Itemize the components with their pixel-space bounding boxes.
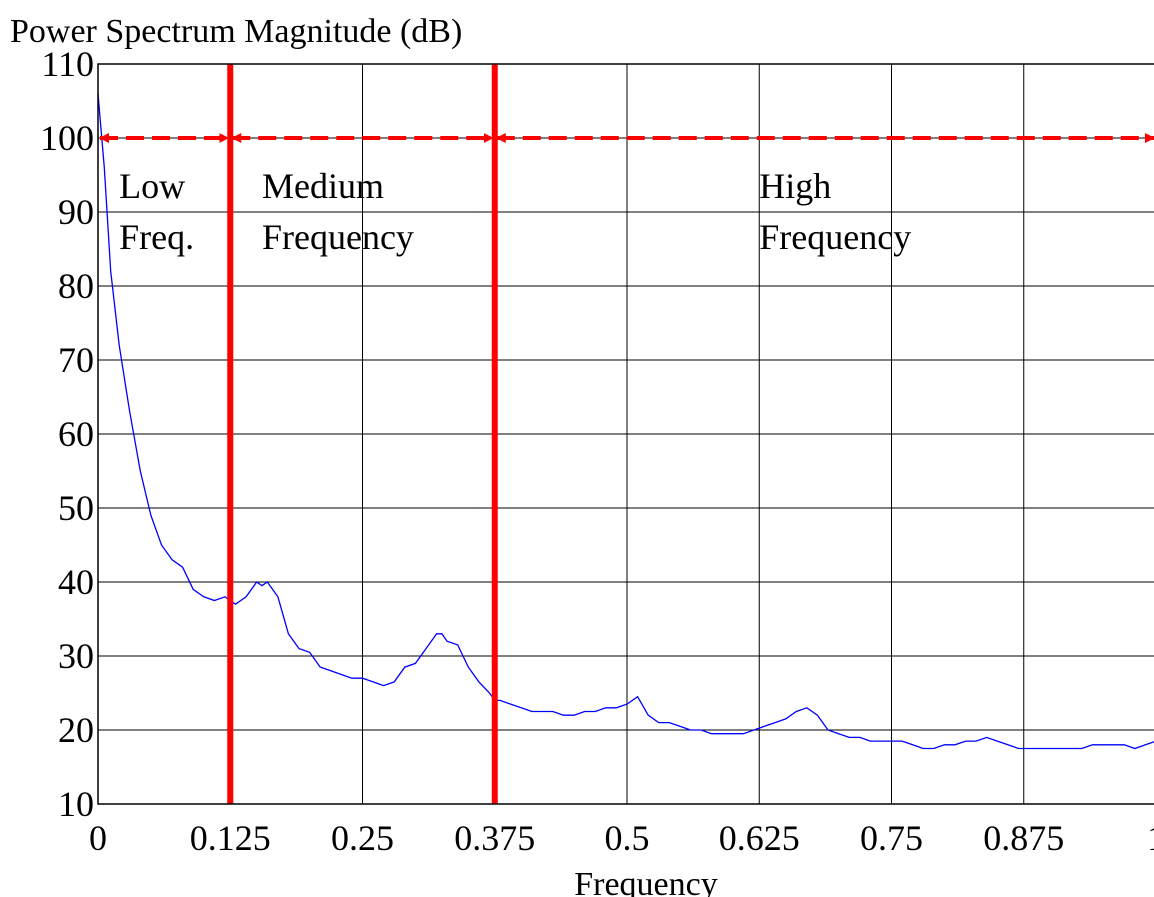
band-label-line2: Frequency: [759, 217, 911, 257]
x-axis-label: Frequency: [574, 866, 718, 897]
x-tick-label: 0.625: [719, 818, 800, 858]
x-tick-label: 0.375: [454, 818, 535, 858]
y-axis-label: Power Spectrum Magnitude (dB): [10, 13, 462, 50]
x-tick-label: 0.75: [860, 818, 923, 858]
y-tick-label: 80: [58, 266, 94, 306]
x-tick-label: 0.875: [983, 818, 1064, 858]
y-tick-label: 40: [58, 562, 94, 602]
x-tick-label: 0.5: [605, 818, 650, 858]
x-tick-label: 0.25: [331, 818, 394, 858]
band-label-line2: Freq.: [119, 217, 194, 257]
y-tick-label: 110: [41, 44, 94, 84]
frequency-bands: [99, 64, 1154, 804]
band-label-line2: Frequency: [262, 217, 414, 257]
band-label-line1: Low: [119, 166, 185, 206]
x-tick-label: 0.125: [190, 818, 271, 858]
spectrum-line: [97, 93, 1154, 750]
y-tick-label: 70: [58, 340, 94, 380]
band-labels: Low Freq. Medium Frequency High Frequency: [119, 166, 911, 257]
series-curve: [97, 93, 1154, 750]
y-tick-label: 30: [58, 636, 94, 676]
band-label-line1: High: [759, 166, 831, 206]
band-label-line1: Medium: [262, 166, 384, 206]
y-tick-label: 50: [58, 488, 94, 528]
y-tick-label: 20: [58, 710, 94, 750]
tick-labels: 10 20 30 40 50 60 70 80 90 100 110 0 0.125 0.25 0.375 0…: [40, 44, 1154, 858]
y-tick-label: 90: [58, 192, 94, 232]
plot-frame: [97, 63, 1154, 805]
grid: [97, 63, 1154, 805]
y-tick-label: 100: [40, 118, 94, 158]
y-tick-label: 60: [58, 414, 94, 454]
x-tick-label: 1: [1147, 818, 1154, 858]
y-tick-label: 10: [58, 784, 94, 824]
x-tick-label: 0: [89, 818, 107, 858]
